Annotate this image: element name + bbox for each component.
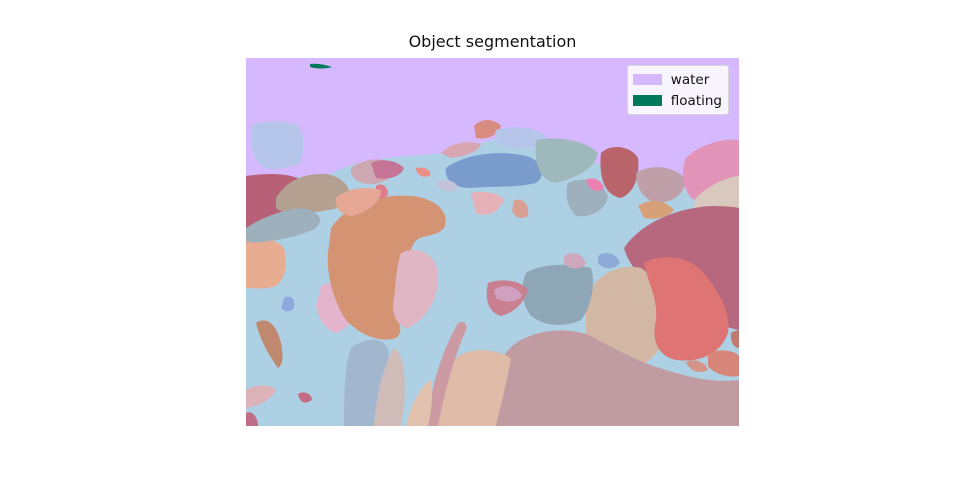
segment — [636, 167, 686, 203]
segment — [281, 296, 295, 312]
legend-swatch-water — [632, 74, 662, 85]
segment — [426, 321, 467, 426]
segment — [276, 173, 351, 214]
segment — [586, 178, 604, 191]
legend-entry-floating: floating — [632, 90, 722, 111]
segment — [686, 360, 708, 372]
figure-title: Object segmentation — [408, 32, 577, 51]
segment — [441, 142, 481, 158]
segment — [436, 180, 458, 192]
segment — [393, 249, 439, 328]
segment — [246, 412, 258, 426]
segment — [374, 348, 405, 426]
segment — [638, 201, 674, 219]
segment — [445, 153, 542, 188]
segment — [644, 257, 729, 361]
segment — [598, 253, 620, 269]
segmentation-mask — [246, 58, 739, 426]
segment — [535, 138, 598, 183]
segment — [494, 127, 546, 149]
segment — [522, 264, 593, 325]
segment — [436, 350, 511, 426]
segment — [564, 253, 586, 269]
segment — [512, 199, 529, 218]
floating-object — [310, 63, 332, 69]
legend: water floating — [626, 65, 729, 115]
segment — [474, 120, 501, 139]
segment — [327, 195, 446, 340]
segment — [586, 266, 666, 366]
segment — [246, 238, 286, 289]
segment — [416, 167, 431, 177]
segment — [298, 392, 312, 403]
segment — [250, 121, 304, 169]
legend-label-water: water — [670, 71, 710, 88]
segment — [730, 330, 739, 348]
segment — [494, 286, 522, 302]
segment — [256, 320, 283, 368]
legend-label-floating: floating — [670, 92, 722, 109]
segment — [406, 380, 433, 426]
segment — [371, 160, 404, 179]
segment — [471, 191, 504, 215]
segment — [246, 385, 276, 408]
segment — [335, 188, 381, 216]
segment — [708, 350, 739, 377]
legend-swatch-floating — [632, 95, 662, 106]
legend-entry-water: water — [632, 69, 722, 90]
segmentation-image: water floating — [246, 58, 739, 426]
segment — [246, 208, 321, 243]
segment — [600, 146, 639, 198]
segment — [478, 330, 739, 426]
